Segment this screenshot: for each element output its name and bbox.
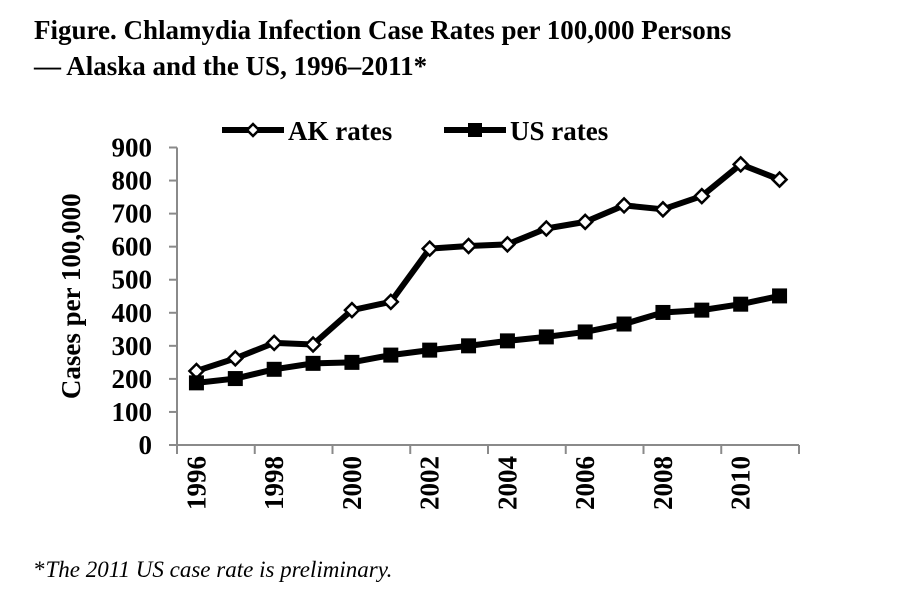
data-point-ak [343, 301, 361, 319]
legend-item: US rates [444, 116, 608, 146]
data-point-us [616, 316, 632, 332]
data-point-us [655, 304, 671, 320]
data-point-us [188, 375, 204, 391]
y-axis-title: Cases per 100,000 [56, 193, 86, 399]
data-point-ak [731, 155, 750, 174]
data-point-us [538, 329, 554, 345]
data-point-ak [693, 187, 711, 205]
data-point-ak [615, 196, 633, 215]
x-tick-label: 2000 [337, 456, 367, 510]
y-tick-label: 500 [112, 265, 153, 295]
series-us-rates [188, 288, 788, 391]
x-tick-label: 1996 [181, 456, 211, 510]
series-ak-rates [187, 155, 789, 380]
data-point-ak [576, 213, 594, 231]
data-point-us [305, 355, 321, 371]
data-point-us [733, 296, 749, 312]
data-point-ak [420, 239, 439, 258]
y-tick-label: 200 [112, 364, 153, 394]
data-point-ak [382, 293, 400, 311]
y-tick-label: 400 [112, 298, 153, 328]
y-tick-label: 0 [139, 430, 153, 460]
data-point-ak [770, 170, 789, 189]
data-point-us [383, 347, 399, 363]
series-group [187, 155, 789, 391]
y-tick-label: 900 [112, 133, 153, 163]
x-tick-label: 2010 [726, 456, 756, 510]
data-point-us [266, 361, 282, 377]
data-point-ak [537, 219, 556, 238]
y-tick-label: 800 [112, 166, 153, 196]
chart-title: Figure. Chlamydia Infection Case Rates p… [34, 12, 731, 84]
x-tick-label: 2006 [570, 456, 600, 510]
data-point-us [344, 354, 360, 370]
x-axis: 1996 1998 2000 2002 2004 2006 2008 2010 [169, 444, 800, 510]
series-line [196, 292, 781, 386]
data-point-ak [304, 335, 322, 354]
chart-title-line-2: — Alaska and the US, 1996–2011* [34, 51, 428, 81]
legend-marker-square-icon [468, 123, 482, 137]
footnote-text: The 2011 US case rate is preliminary. [45, 557, 393, 582]
x-tick-label: 2002 [415, 456, 445, 510]
y-tick-label: 600 [112, 232, 153, 262]
data-point-ak [654, 200, 672, 219]
data-point-us [227, 371, 243, 387]
x-tick-label: 2004 [492, 456, 522, 510]
x-tick-label: 2008 [648, 456, 678, 510]
y-tick-label: 700 [112, 199, 153, 229]
data-point-ak [226, 349, 245, 368]
data-point-us [772, 288, 788, 304]
footnote: *The 2011 US case rate is preliminary. [34, 557, 392, 583]
y-tick-label: 100 [112, 397, 153, 427]
x-tick-label: 1998 [259, 456, 289, 510]
footnote-asterisk: * [34, 557, 46, 582]
data-point-us [694, 302, 710, 318]
legend-item: AK rates [222, 116, 392, 146]
data-point-us [499, 333, 515, 349]
data-point-us [461, 338, 477, 354]
data-point-ak [498, 235, 517, 254]
legend-label: US rates [510, 116, 608, 146]
y-tick-label: 300 [112, 331, 153, 361]
data-point-us [422, 342, 438, 358]
data-point-ak [459, 237, 478, 255]
legend-label: AK rates [288, 116, 392, 146]
data-point-ak [265, 334, 283, 352]
data-point-us [577, 324, 593, 340]
chart-title-line-1: Figure. Chlamydia Infection Case Rates p… [34, 15, 732, 45]
series-line [195, 161, 781, 374]
legend-marker-diamond-icon [245, 122, 261, 138]
legend: AK rates US rates [222, 116, 608, 146]
